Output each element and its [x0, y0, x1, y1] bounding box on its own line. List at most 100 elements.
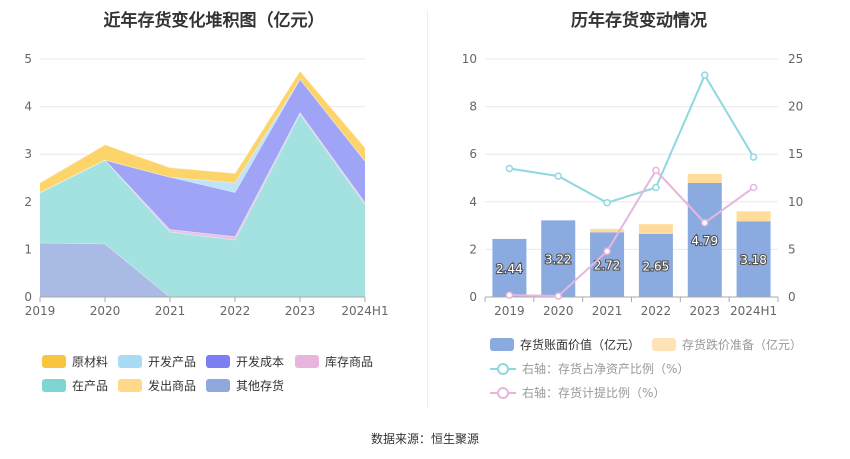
- bar-value-label: 2.72: [594, 259, 621, 273]
- left-x-tick-label: 2021: [155, 304, 186, 318]
- bar-book-value: [736, 221, 771, 297]
- area-开发成本: [40, 78, 365, 237]
- point-inventory-to-net-assets: [603, 199, 611, 207]
- right-y-tick-label: 8: [469, 100, 477, 114]
- area-edge-原材料: [39, 70, 366, 184]
- right-y2-tick-label: 10: [788, 195, 803, 209]
- point-provision-ratio: [701, 218, 709, 227]
- legend-label: 开发产品: [148, 355, 197, 369]
- legend-label: 存货跌价准备（亿元）: [682, 338, 803, 352]
- legend-label: 原材料: [72, 355, 109, 369]
- area-开发产品: [40, 78, 365, 193]
- bar-book-value: [541, 220, 576, 297]
- left-y-tick-label: 4: [24, 100, 32, 114]
- area-原材料: [40, 70, 365, 193]
- right-legend-item[interactable]: 存货跌价准备（亿元）: [652, 336, 802, 353]
- legend-label: 库存商品: [325, 355, 374, 369]
- right-y2-tick-label: 25: [788, 52, 803, 66]
- legend-swatch: [652, 338, 676, 351]
- panel-divider: [427, 10, 428, 408]
- legend-swatch: [118, 379, 142, 392]
- point-inventory-to-net-assets: [749, 153, 758, 161]
- right-chart-title: 历年存货变动情况: [571, 11, 707, 31]
- left-legend-item[interactable]: 发出商品: [118, 377, 196, 394]
- point-provision-ratio: [505, 291, 514, 299]
- bar-value-label: 4.79: [691, 234, 718, 248]
- legend-label: 右轴：存货计提比例（%）: [522, 386, 666, 400]
- right-x-tick-label: 2020: [543, 304, 574, 318]
- legend-swatch: [118, 355, 142, 368]
- bar-value-label: 3.22: [545, 253, 572, 267]
- point-inventory-to-net-assets: [652, 183, 660, 192]
- left-chart-title: 近年存货变化堆积图（亿元）: [103, 11, 325, 31]
- right-x-tick-label: 2019: [494, 304, 525, 318]
- point-provision-ratio: [603, 247, 611, 256]
- right-y-tick-label: 6: [469, 147, 477, 161]
- left-y-tick-label: 1: [24, 242, 32, 256]
- right-y2-tick-label: 20: [788, 100, 803, 114]
- right-legend-item[interactable]: 右轴：存货计提比例（%）: [490, 384, 665, 401]
- legend-swatch: [42, 379, 66, 392]
- legend-swatch: [490, 338, 514, 351]
- right-x-tick-label: 2022: [641, 304, 672, 318]
- area-其他存货: [40, 242, 365, 297]
- legend-swatch: [490, 362, 516, 375]
- bar-value-label: 2.65: [643, 259, 670, 273]
- left-legend-item[interactable]: 在产品: [42, 377, 108, 394]
- bar-value-label: 3.18: [740, 253, 767, 267]
- right-x-tick-label: 2021: [592, 304, 623, 318]
- bar-book-value: [590, 232, 625, 297]
- point-provision-ratio: [652, 166, 660, 175]
- right-y-tick-label: 0: [469, 290, 477, 304]
- point-inventory-to-net-assets: [505, 164, 514, 173]
- bar-book-value: [638, 233, 673, 297]
- left-x-tick-label: 2024H1: [341, 304, 388, 318]
- left-x-tick-label: 2023: [285, 304, 316, 318]
- left-x-tick-label: 2019: [25, 304, 56, 318]
- right-legend-item[interactable]: 右轴：存货占净资产比例（%）: [490, 360, 689, 377]
- left-y-tick-label: 2: [24, 195, 32, 209]
- legend-swatch: [490, 386, 516, 399]
- left-y-tick-label: 0: [24, 290, 32, 304]
- right-y2-tick-label: 15: [788, 147, 803, 161]
- legend-swatch: [295, 355, 319, 368]
- legend-label: 开发成本: [236, 355, 285, 369]
- left-legend-item[interactable]: 库存商品: [295, 353, 373, 370]
- bar-provision: [590, 228, 625, 233]
- left-legend-item[interactable]: 原材料: [42, 353, 108, 370]
- legend-label: 存货账面价值（亿元）: [520, 338, 641, 352]
- left-y-tick-label: 3: [24, 147, 32, 161]
- legend-swatch: [42, 355, 66, 368]
- right-y-tick-label: 4: [469, 195, 477, 209]
- bar-provision: [736, 211, 771, 222]
- point-provision-ratio: [749, 183, 758, 192]
- bar-provision: [687, 173, 722, 183]
- right-x-tick-label: 2024H1: [730, 304, 777, 318]
- line-provision-ratio: [509, 168, 755, 298]
- legend-swatch: [206, 379, 230, 392]
- left-x-tick-label: 2020: [90, 304, 121, 318]
- legend-label: 其他存货: [236, 379, 285, 393]
- point-provision-ratio: [554, 292, 562, 300]
- right-x-tick-label: 2023: [689, 304, 720, 318]
- left-legend-item[interactable]: 开发产品: [118, 353, 196, 370]
- bar-value-label: 2.44: [496, 262, 523, 276]
- point-inventory-to-net-assets: [554, 172, 562, 180]
- bar-book-value: [687, 182, 722, 297]
- area-在产品: [40, 113, 365, 298]
- point-inventory-to-net-assets: [701, 71, 709, 79]
- bar-book-value: [492, 238, 527, 297]
- left-x-tick-label: 2022: [220, 304, 251, 318]
- line-inventory-to-net-assets: [509, 72, 755, 204]
- right-legend-item[interactable]: 存货账面价值（亿元）: [490, 336, 640, 353]
- legend-label: 发出商品: [148, 379, 197, 393]
- legend-swatch: [206, 355, 230, 368]
- right-y-tick-label: 10: [462, 52, 477, 66]
- left-legend-item[interactable]: 其他存货: [206, 377, 284, 394]
- bar-provision: [638, 224, 673, 234]
- left-y-tick-label: 5: [24, 52, 32, 66]
- data-source: 数据来源：恒生聚源: [370, 432, 479, 446]
- left-legend-item[interactable]: 开发成本: [206, 353, 284, 370]
- legend-label: 在产品: [72, 379, 109, 393]
